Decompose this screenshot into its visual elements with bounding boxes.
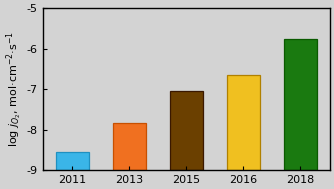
Y-axis label: log $j_{O_2}$, mol·cm$^{-2}$·s$^{-1}$: log $j_{O_2}$, mol·cm$^{-2}$·s$^{-1}$ [4, 31, 24, 147]
Bar [113, 123, 146, 170]
Bar [284, 39, 317, 170]
Bar [227, 75, 260, 170]
Bar [170, 91, 203, 170]
Bar [56, 152, 89, 170]
